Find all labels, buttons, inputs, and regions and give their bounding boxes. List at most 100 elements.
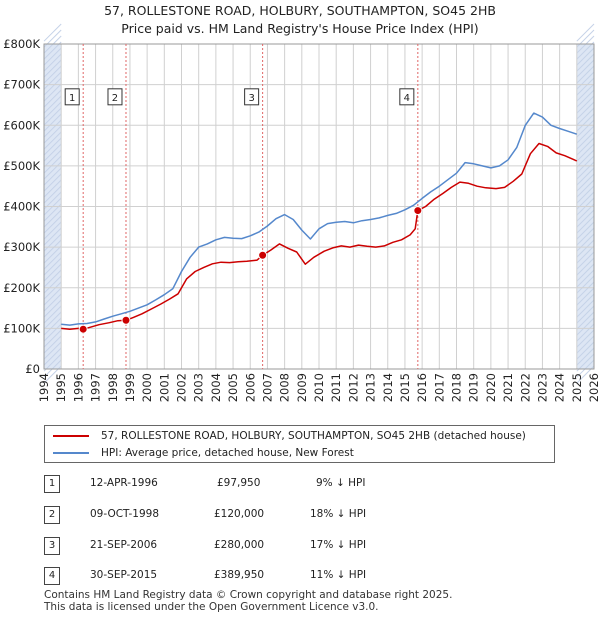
hatch-line (576, 65, 595, 84)
x-tick-label: 2003 (192, 373, 206, 402)
x-tick-label: 2026 (587, 373, 600, 402)
hatch-line (43, 215, 62, 234)
legend-item-hpi: HPI: Average price, detached house, New … (53, 445, 354, 461)
hatch-line (43, 137, 62, 156)
x-tick-label: 2018 (450, 373, 464, 402)
chart-title: 57, ROLLESTONE ROAD, HOLBURY, SOUTHAMPTO… (104, 3, 496, 18)
hatch-line (43, 65, 62, 84)
hatch-line (576, 101, 595, 120)
hatch-line (576, 41, 595, 60)
transaction-date: 21-SEP-2006 (90, 539, 158, 551)
transaction-price: £389,950 (214, 569, 265, 581)
transaction-date: 12-APR-1996 (90, 477, 158, 489)
hatch-line (43, 173, 62, 192)
transaction-price: £280,000 (214, 539, 265, 551)
hatch-line (43, 119, 62, 138)
hatch-line (43, 275, 62, 294)
footer-copyright: Contains HM Land Registry data © Crown c… (44, 589, 453, 601)
marker-2-point (121, 315, 131, 325)
hatch-line (43, 161, 62, 180)
hatch-line (43, 179, 62, 198)
transaction-price: £120,000 (214, 508, 265, 520)
hatch-line (43, 89, 62, 108)
hatch-line (576, 131, 595, 150)
x-tick-label: 2004 (209, 373, 223, 402)
hatch-line (576, 269, 595, 288)
x-tick-label: 2009 (295, 373, 309, 402)
x-tick-label: 2024 (553, 373, 567, 402)
hatch-line (576, 239, 595, 258)
hatch-line (43, 299, 62, 318)
hatch-line (576, 119, 595, 138)
transaction-price: £97,950 (217, 477, 261, 489)
footer-licence: This data is licensed under the Open Gov… (44, 601, 379, 613)
transaction-hpi: 9% ↓ HPI (316, 477, 366, 489)
hatch-line (576, 299, 595, 318)
hatch-line (43, 341, 62, 360)
hatch-line (43, 125, 62, 144)
x-tick-label: 2023 (535, 373, 549, 402)
hatch-line (43, 239, 62, 258)
transaction-hpi: 18% ↓ HPI (310, 508, 367, 520)
hatch-line (43, 95, 62, 114)
transaction-hpi: 17% ↓ HPI (310, 539, 367, 551)
hatch-line (576, 71, 595, 90)
hatch-line (576, 89, 595, 108)
hatch-line (576, 113, 595, 132)
hatch-line (43, 293, 62, 312)
hatch-line (43, 233, 62, 252)
hatch-line (576, 23, 595, 42)
x-tick-label: 2007 (260, 373, 274, 402)
x-tick-label: 2017 (432, 373, 446, 402)
footer: Contains HM Land Registry data © Crown c… (44, 589, 452, 613)
hatch-line (576, 275, 595, 294)
transaction-badge: 3 (44, 537, 60, 555)
legend-label-hpi: HPI: Average price, detached house, New … (101, 447, 354, 459)
hpi-series-line (61, 112, 578, 326)
hatch-line (576, 125, 595, 144)
hatch-line (576, 227, 595, 246)
y-tick-label: £500K (3, 159, 40, 173)
legend-swatch-price (53, 435, 89, 437)
transaction-date: 30-SEP-2015 (90, 569, 158, 581)
hatch-line (43, 227, 62, 246)
hatch-line (576, 257, 595, 276)
hatch-line (576, 329, 595, 348)
price-series-line (61, 142, 578, 330)
hatch-line (43, 281, 62, 300)
hatch-line (576, 185, 595, 204)
hatch-line (576, 311, 595, 330)
x-tick-label: 2005 (226, 373, 240, 402)
x-tick-label: 2013 (364, 373, 378, 402)
hatch-line (576, 305, 595, 324)
hatch-line (576, 221, 595, 240)
hatch-line (576, 293, 595, 312)
hatch-line (43, 311, 62, 330)
hatch-line (43, 287, 62, 306)
hatch-line (43, 257, 62, 276)
marker-4-box (399, 88, 415, 106)
hatch-line (576, 143, 595, 162)
marker-4-point (413, 206, 423, 216)
y-tick-label: £0 (25, 362, 40, 376)
hatch-line (576, 323, 595, 342)
hatch-line (43, 47, 62, 66)
hatch-line (576, 233, 595, 252)
price-chart: £0 £100K £200K £300K £400K £500K £600K £700K £80… (3, 23, 600, 402)
hatch-line (43, 35, 62, 54)
y-tick-label: £300K (3, 240, 40, 254)
x-tick-label: 1996 (71, 373, 85, 402)
x-tick-label: 1997 (89, 373, 103, 402)
x-tick-label: 2010 (312, 373, 326, 402)
hatch-line (576, 47, 595, 66)
plot-frame (43, 43, 595, 370)
hatch-line (576, 335, 595, 354)
hatch-line (43, 149, 62, 168)
x-tick-label: 2006 (243, 373, 257, 402)
hatch-line (576, 107, 595, 126)
hatch-line (576, 263, 595, 282)
marker-4-label: 4 (404, 93, 410, 104)
hatch-line (43, 317, 62, 336)
marker-1-box (64, 88, 80, 106)
hatch-line (43, 269, 62, 288)
